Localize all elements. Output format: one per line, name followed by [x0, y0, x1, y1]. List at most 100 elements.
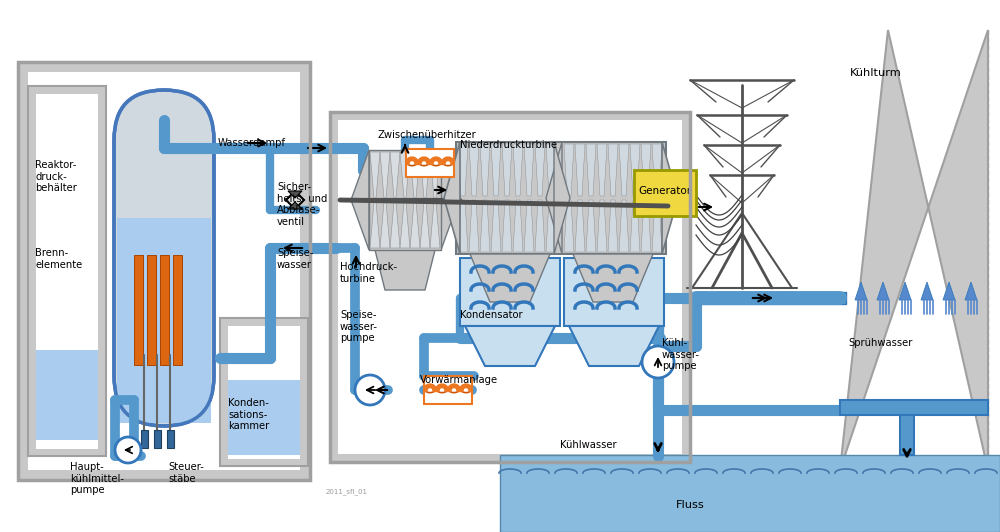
Polygon shape	[400, 202, 410, 248]
Polygon shape	[564, 144, 574, 196]
Bar	[167, 430, 174, 448]
Polygon shape	[608, 200, 618, 252]
Text: Kühlturm: Kühlturm	[850, 68, 902, 78]
Polygon shape	[630, 144, 640, 196]
Text: Speise-
wasser-
pumpe: Speise- wasser- pumpe	[340, 310, 378, 343]
Bar	[330, 112, 690, 462]
Text: Wasserdampf: Wasserdampf	[218, 138, 286, 148]
Polygon shape	[288, 191, 302, 198]
Bar	[696, 292, 846, 304]
Polygon shape	[554, 142, 570, 254]
Polygon shape	[370, 202, 380, 248]
Polygon shape	[575, 200, 585, 252]
Bar	[154, 430, 161, 448]
Text: Konden-
sations-
kammer: Konden- sations- kammer	[228, 398, 269, 431]
Circle shape	[355, 375, 385, 405]
Polygon shape	[513, 144, 523, 196]
Polygon shape	[470, 254, 550, 302]
Polygon shape	[597, 144, 607, 196]
Polygon shape	[390, 152, 400, 198]
Text: Steuer-
stäbe: Steuer- stäbe	[168, 462, 204, 484]
Text: Kühl-
wasser-
pumpe: Kühl- wasser- pumpe	[662, 338, 700, 371]
Polygon shape	[662, 142, 678, 254]
Polygon shape	[573, 254, 653, 302]
Bar	[456, 142, 666, 254]
Polygon shape	[943, 282, 955, 300]
Polygon shape	[840, 30, 988, 470]
Bar	[500, 455, 1000, 532]
Polygon shape	[351, 150, 369, 250]
Polygon shape	[430, 202, 440, 248]
Bar	[36, 94, 98, 449]
Bar	[228, 380, 300, 455]
Polygon shape	[491, 144, 501, 196]
Polygon shape	[569, 326, 659, 366]
Bar	[147, 255, 156, 365]
Polygon shape	[619, 200, 629, 252]
Polygon shape	[502, 144, 512, 196]
Bar	[330, 112, 690, 462]
Text: Generator: Generator	[638, 186, 692, 196]
Bar	[173, 255, 182, 365]
Text: Kühlwasser: Kühlwasser	[560, 440, 617, 450]
Bar	[228, 326, 300, 459]
Polygon shape	[641, 144, 651, 196]
Bar	[18, 62, 310, 480]
Polygon shape	[390, 202, 400, 248]
Polygon shape	[524, 200, 534, 252]
Bar	[134, 255, 143, 365]
Text: Hochdruck-
turbine: Hochdruck- turbine	[340, 262, 397, 284]
Polygon shape	[469, 144, 479, 196]
Polygon shape	[465, 326, 555, 366]
Bar	[160, 255, 169, 365]
Polygon shape	[855, 282, 867, 300]
Polygon shape	[619, 144, 629, 196]
Text: Brenn-
elemente: Brenn- elemente	[35, 248, 82, 270]
Text: Zwischenüberhitzer: Zwischenüberhitzer	[378, 130, 477, 140]
Bar	[36, 350, 98, 440]
Polygon shape	[586, 144, 596, 196]
Polygon shape	[877, 282, 889, 300]
Bar	[460, 258, 560, 326]
Circle shape	[115, 437, 141, 463]
Polygon shape	[535, 144, 545, 196]
Bar	[220, 318, 308, 466]
Polygon shape	[575, 144, 585, 196]
Bar	[141, 430, 148, 448]
Polygon shape	[375, 250, 435, 290]
Polygon shape	[480, 200, 490, 252]
Polygon shape	[480, 144, 490, 196]
Circle shape	[642, 346, 674, 378]
Text: Sicher-
heits- und
Abblase-
ventil: Sicher- heits- und Abblase- ventil	[277, 182, 327, 227]
Bar	[500, 455, 1000, 532]
Polygon shape	[370, 152, 380, 198]
Polygon shape	[420, 152, 430, 198]
Bar	[900, 415, 914, 455]
Polygon shape	[524, 144, 534, 196]
Polygon shape	[444, 142, 460, 254]
Polygon shape	[288, 202, 302, 209]
Polygon shape	[965, 282, 977, 300]
Polygon shape	[586, 200, 596, 252]
Polygon shape	[380, 202, 390, 248]
FancyBboxPatch shape	[114, 90, 214, 426]
Polygon shape	[546, 200, 556, 252]
Bar	[369, 150, 441, 250]
Bar	[28, 86, 106, 456]
Polygon shape	[469, 200, 479, 252]
Polygon shape	[410, 202, 420, 248]
Polygon shape	[286, 191, 304, 209]
Text: Niederdruckturbine: Niederdruckturbine	[460, 140, 557, 150]
Bar	[840, 400, 988, 415]
Polygon shape	[546, 144, 556, 196]
Polygon shape	[513, 200, 523, 252]
Text: 2011_sfl_01: 2011_sfl_01	[326, 488, 368, 495]
Text: Vorwärmanlage: Vorwärmanlage	[420, 375, 498, 385]
Bar	[564, 258, 664, 326]
Polygon shape	[400, 152, 410, 198]
Bar	[28, 72, 300, 470]
Polygon shape	[535, 200, 545, 252]
Polygon shape	[597, 200, 607, 252]
Polygon shape	[430, 152, 440, 198]
Polygon shape	[899, 282, 911, 300]
